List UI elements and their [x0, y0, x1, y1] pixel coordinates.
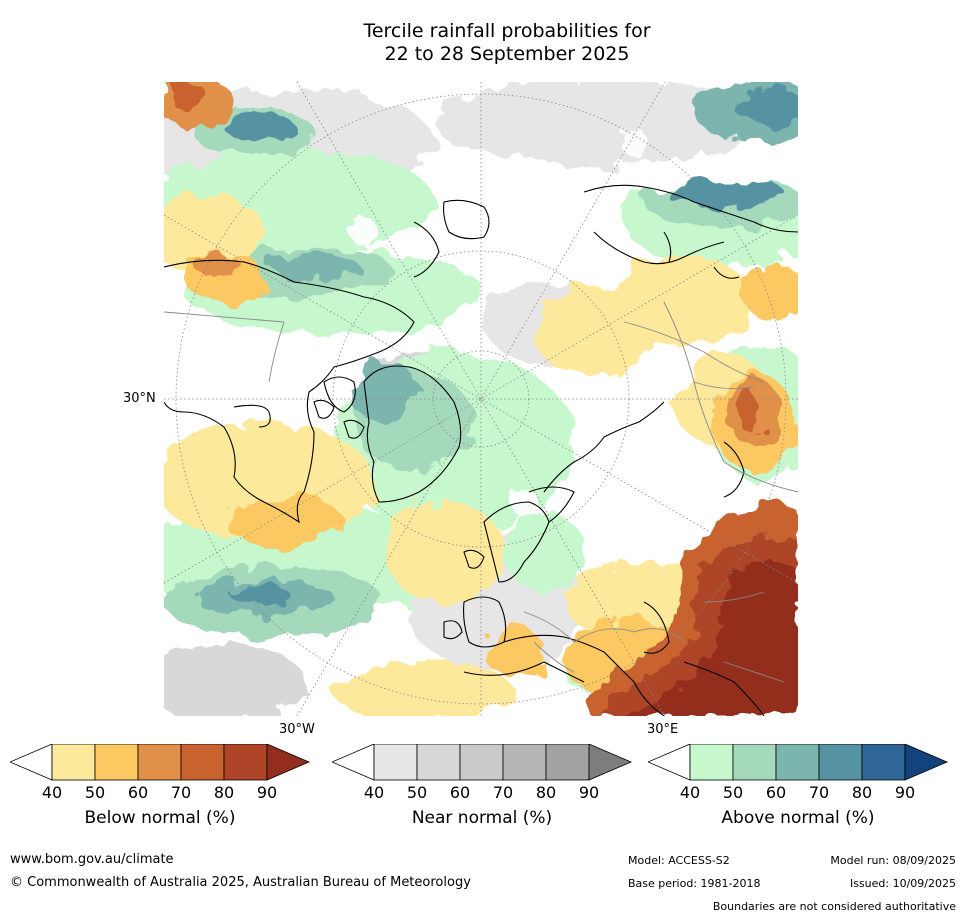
colorbar-near-tick: 90	[578, 783, 600, 802]
colorbar-above-segment-80-90	[861, 743, 906, 781]
title-line-1: Tercile rainfall probabilities for	[363, 20, 651, 42]
colorbar-near-normal	[330, 743, 633, 786]
colorbar-below-segment-over	[266, 743, 311, 781]
colorbar-above-tick: 90	[894, 783, 916, 802]
colorbar-above-segment-70-80	[818, 743, 863, 781]
base-period: Base period: 1981-2018	[628, 877, 761, 890]
colorbar-below-segment-60-70	[137, 743, 182, 781]
colorbar-near-segment-under	[330, 743, 375, 781]
colorbar-near-tick: 80	[535, 783, 557, 802]
colorbar-near-ticks: 40 50 60 70 80 90	[332, 783, 632, 803]
colorbar-below-segment-80-90	[223, 743, 268, 781]
colorbar-above-tick: 70	[808, 783, 830, 802]
probability-fields	[164, 82, 798, 716]
country-boundaries	[164, 301, 798, 683]
colorbar-near-segment-40-50	[373, 743, 418, 781]
colorbar-above-normal	[646, 743, 949, 786]
colorbar-above-ticks: 40 50 60 70 80 90	[648, 783, 948, 803]
colorbar-near-tick: 40	[363, 783, 385, 802]
colorbar-above-tick: 40	[679, 783, 701, 802]
colorbar-below-segment-70-80	[180, 743, 225, 781]
lat-label-30n: 30°N	[123, 391, 156, 406]
colorbar-near-segment-50-60	[416, 743, 461, 781]
colorbar-below-normal	[8, 743, 311, 786]
colorbar-below-ticks: 40 50 60 70 80 90	[10, 783, 310, 803]
colorbar-above-segment-under	[646, 743, 691, 781]
title-line-2: 22 to 28 September 2025	[384, 43, 630, 65]
boundaries-disclaimer: Boundaries are not considered authoritat…	[712, 900, 956, 913]
noise-overlay	[226, 128, 686, 660]
colorbar-near-normal-svg	[330, 743, 633, 781]
colorbar-near-tick: 50	[406, 783, 428, 802]
copyright-text: © Commonwealth of Australia 2025, Austra…	[10, 875, 471, 890]
colorbar-near-segment-70-80	[502, 743, 547, 781]
colorbar-near-segment-over	[588, 743, 633, 781]
colorbar-near-segment-60-70	[459, 743, 504, 781]
colorbar-below-tick: 70	[170, 783, 192, 802]
colorbar-below-segment-40-50	[51, 743, 96, 781]
colorbar-below-tick: 90	[256, 783, 278, 802]
colorbar-above-tick: 80	[851, 783, 873, 802]
colorbar-below-tick: 50	[84, 783, 106, 802]
graticule	[164, 82, 798, 716]
colorbar-below-segment-50-60	[94, 743, 139, 781]
website-link[interactable]: www.bom.gov.au/climate	[10, 852, 174, 867]
colorbar-near-label: Near normal (%)	[411, 808, 553, 828]
colorbar-above-normal-svg	[646, 743, 949, 781]
colorbar-above-segment-60-70	[775, 743, 820, 781]
lon-label-30e: 30°E	[647, 722, 679, 737]
map-title: Tercile rainfall probabilities for 22 to…	[0, 20, 965, 66]
colorbar-above-segment-50-60	[732, 743, 777, 781]
colorbar-near-tick: 70	[492, 783, 514, 802]
colorbar-below-normal-svg	[8, 743, 311, 781]
colorbar-above-tick: 50	[722, 783, 744, 802]
colorbar-below-tick: 60	[127, 783, 149, 802]
colorbar-near-tick: 60	[449, 783, 471, 802]
issued-date: Issued: 10/09/2025	[849, 877, 956, 890]
model-run-date: Model run: 08/09/2025	[830, 854, 956, 867]
lon-label-30w: 30°W	[279, 722, 315, 737]
colorbar-below-tick: 80	[213, 783, 235, 802]
rainfall-probability-map	[164, 82, 798, 716]
coastlines	[164, 184, 798, 716]
colorbar-near-segment-80-90	[545, 743, 590, 781]
model-name: Model: ACCESS-S2	[628, 854, 730, 867]
colorbar-above-segment-over	[904, 743, 949, 781]
colorbar-above-tick: 60	[765, 783, 787, 802]
colorbar-below-label: Below normal (%)	[84, 808, 236, 828]
colorbar-below-tick: 40	[41, 783, 63, 802]
map-svg	[164, 82, 798, 716]
colorbar-below-segment-under	[8, 743, 53, 781]
colorbar-above-label: Above normal (%)	[721, 808, 875, 828]
colorbar-above-segment-40-50	[689, 743, 734, 781]
